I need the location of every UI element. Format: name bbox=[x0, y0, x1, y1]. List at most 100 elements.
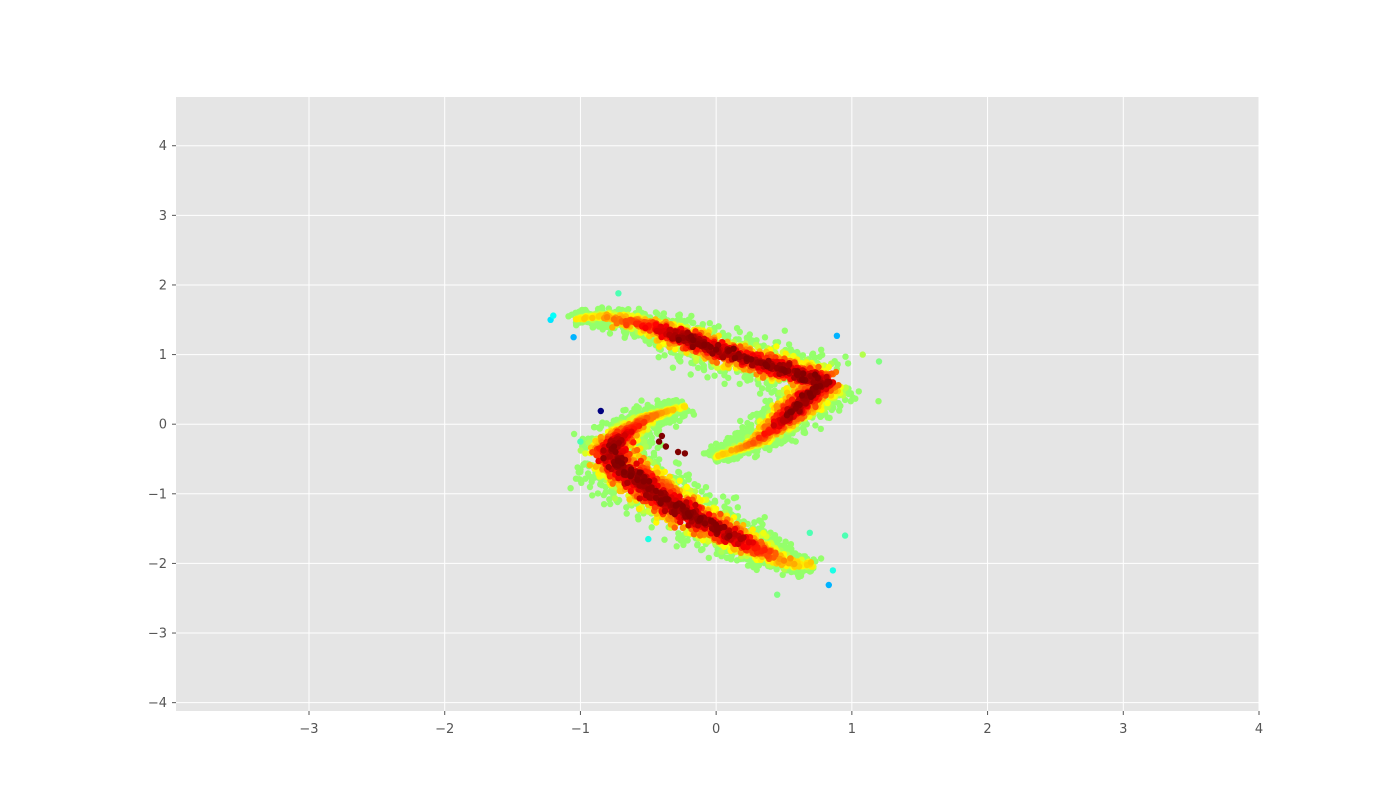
data-point bbox=[586, 461, 593, 469]
data-point bbox=[658, 400, 665, 408]
data-point bbox=[630, 439, 637, 446]
data-point bbox=[642, 443, 649, 450]
data-point bbox=[669, 364, 677, 371]
data-point bbox=[702, 484, 710, 491]
data-point bbox=[670, 406, 677, 413]
data-point bbox=[628, 428, 635, 435]
data-point bbox=[633, 432, 640, 439]
data-point bbox=[798, 570, 805, 577]
data-point bbox=[644, 401, 651, 409]
data-point bbox=[687, 371, 694, 378]
data-point bbox=[648, 499, 655, 506]
data-point bbox=[713, 550, 720, 558]
data-point bbox=[609, 324, 616, 331]
data-point bbox=[642, 324, 649, 332]
data-point bbox=[624, 479, 631, 486]
data-point bbox=[652, 411, 660, 419]
data-point bbox=[660, 310, 668, 317]
data-point bbox=[646, 339, 653, 346]
data-point bbox=[779, 571, 786, 578]
data-point bbox=[782, 538, 789, 545]
data-point bbox=[734, 540, 742, 548]
data-point bbox=[770, 534, 777, 541]
data-point bbox=[785, 341, 793, 348]
data-point bbox=[661, 507, 669, 515]
data-point bbox=[635, 422, 643, 429]
data-point bbox=[582, 475, 589, 482]
data-point bbox=[836, 407, 843, 414]
data-point bbox=[761, 430, 768, 437]
data-point bbox=[661, 352, 668, 359]
data-point bbox=[700, 364, 707, 372]
data-point bbox=[721, 372, 728, 379]
data-point bbox=[600, 491, 607, 499]
data-point bbox=[652, 321, 659, 328]
data-point bbox=[875, 398, 882, 405]
data-point bbox=[728, 553, 735, 560]
data-point bbox=[761, 546, 768, 554]
data-point bbox=[755, 434, 763, 441]
data-point bbox=[855, 388, 862, 395]
data-point bbox=[690, 319, 697, 327]
data-point bbox=[685, 471, 692, 478]
data-point bbox=[623, 504, 630, 511]
data-point bbox=[683, 483, 690, 491]
data-point bbox=[791, 560, 798, 568]
data-point bbox=[692, 328, 699, 335]
data-point bbox=[779, 417, 786, 424]
data-point bbox=[690, 531, 698, 538]
data-point bbox=[675, 469, 683, 476]
data-point bbox=[638, 397, 645, 404]
data-point bbox=[834, 361, 841, 368]
data-point bbox=[709, 447, 717, 454]
data-point bbox=[616, 487, 623, 495]
data-point bbox=[655, 354, 662, 361]
data-point bbox=[626, 496, 633, 503]
data-point bbox=[763, 398, 770, 405]
data-point bbox=[744, 377, 751, 384]
data-point bbox=[651, 477, 658, 484]
data-point bbox=[595, 313, 603, 320]
data-point bbox=[817, 425, 824, 433]
data-point bbox=[789, 381, 797, 389]
data-point bbox=[837, 402, 844, 409]
data-point bbox=[603, 314, 611, 321]
data-point bbox=[823, 373, 830, 381]
data-point bbox=[842, 384, 849, 391]
data-point bbox=[656, 328, 663, 335]
data-point bbox=[758, 385, 766, 392]
data-point bbox=[824, 399, 831, 407]
data-point bbox=[658, 333, 665, 341]
data-point bbox=[676, 477, 683, 484]
data-point bbox=[656, 343, 663, 350]
data-point bbox=[657, 323, 664, 330]
data-point bbox=[688, 312, 695, 320]
data-point bbox=[731, 435, 739, 443]
data-point bbox=[661, 536, 668, 543]
data-point bbox=[679, 524, 687, 532]
data-point bbox=[570, 430, 578, 438]
data-point bbox=[592, 463, 599, 470]
data-point bbox=[615, 469, 622, 477]
data-point bbox=[700, 450, 708, 457]
data-point bbox=[699, 546, 706, 553]
data-point bbox=[842, 353, 849, 360]
data-point bbox=[606, 330, 614, 337]
data-point bbox=[780, 557, 788, 564]
data-point bbox=[824, 414, 831, 421]
data-point bbox=[585, 439, 592, 447]
data-point bbox=[568, 311, 575, 318]
data-point bbox=[731, 525, 739, 533]
data-point bbox=[770, 422, 777, 429]
data-point bbox=[815, 363, 822, 371]
data-point bbox=[620, 407, 627, 414]
data-point bbox=[691, 481, 698, 488]
data-point bbox=[677, 358, 684, 365]
data-point bbox=[818, 346, 825, 353]
data-point bbox=[694, 364, 702, 372]
data-point bbox=[635, 516, 642, 523]
data-point bbox=[760, 529, 767, 537]
data-point bbox=[781, 327, 788, 334]
data-point bbox=[582, 450, 589, 457]
